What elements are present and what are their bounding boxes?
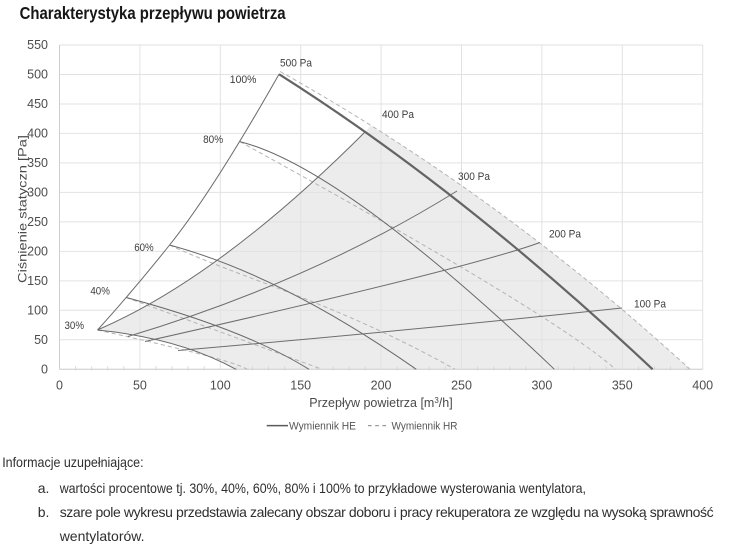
svg-text:200 Pa: 200 Pa: [549, 229, 581, 241]
svg-text:350: 350: [612, 379, 633, 393]
svg-text:40%: 40%: [90, 285, 110, 297]
svg-text:250: 250: [451, 379, 472, 393]
svg-text:200: 200: [371, 379, 392, 393]
svg-text:500 Pa: 500 Pa: [280, 58, 312, 70]
svg-text:30%: 30%: [65, 320, 85, 332]
svg-text:100 Pa: 100 Pa: [634, 299, 666, 311]
svg-text:b.: b.: [38, 504, 50, 520]
svg-text:400 Pa: 400 Pa: [382, 109, 414, 121]
svg-text:350: 350: [27, 156, 48, 170]
svg-text:150: 150: [290, 379, 311, 393]
svg-text:450: 450: [27, 97, 48, 111]
svg-text:100: 100: [210, 379, 231, 393]
svg-text:50: 50: [133, 379, 147, 393]
svg-text:50: 50: [34, 333, 48, 347]
svg-text:500: 500: [27, 68, 48, 82]
svg-text:100: 100: [27, 304, 48, 318]
svg-text:szare pole wykresu przedstawia: szare pole wykresu przedstawia zalecany …: [60, 504, 714, 520]
svg-text:0: 0: [56, 379, 63, 393]
svg-text:300 Pa: 300 Pa: [458, 171, 490, 183]
svg-text:80%: 80%: [203, 134, 223, 146]
svg-text:200: 200: [27, 245, 48, 259]
svg-text:550: 550: [27, 38, 48, 52]
svg-text:60%: 60%: [134, 242, 154, 254]
svg-text:Przepływ powietrza [m3/h]: Przepływ powietrza [m3/h]: [309, 396, 452, 410]
svg-text:Charakterystyka przepływu powi: Charakterystyka przepływu powietrza: [20, 3, 286, 23]
svg-text:0: 0: [41, 363, 48, 377]
svg-text:a.: a.: [38, 480, 50, 496]
svg-text:300: 300: [531, 379, 552, 393]
svg-text:Informacje uzupełniające:: Informacje uzupełniające:: [2, 454, 143, 470]
svg-text:wartości procentowe tj. 30%, 4: wartości procentowe tj. 30%, 40%, 60%, 8…: [59, 480, 586, 496]
svg-text:wentylatorów.: wentylatorów.: [59, 528, 145, 544]
svg-text:Wymiennik HR: Wymiennik HR: [392, 421, 458, 433]
svg-text:250: 250: [27, 215, 48, 229]
svg-text:Wymiennik HE: Wymiennik HE: [289, 421, 356, 433]
svg-text:400: 400: [692, 379, 713, 393]
svg-text:300: 300: [27, 186, 48, 200]
svg-text:100%: 100%: [230, 74, 257, 86]
svg-text:400: 400: [27, 127, 48, 141]
svg-text:Ciśnienie statyczn [Pa]: Ciśnienie statyczn [Pa]: [16, 135, 30, 283]
svg-text:150: 150: [27, 274, 48, 288]
